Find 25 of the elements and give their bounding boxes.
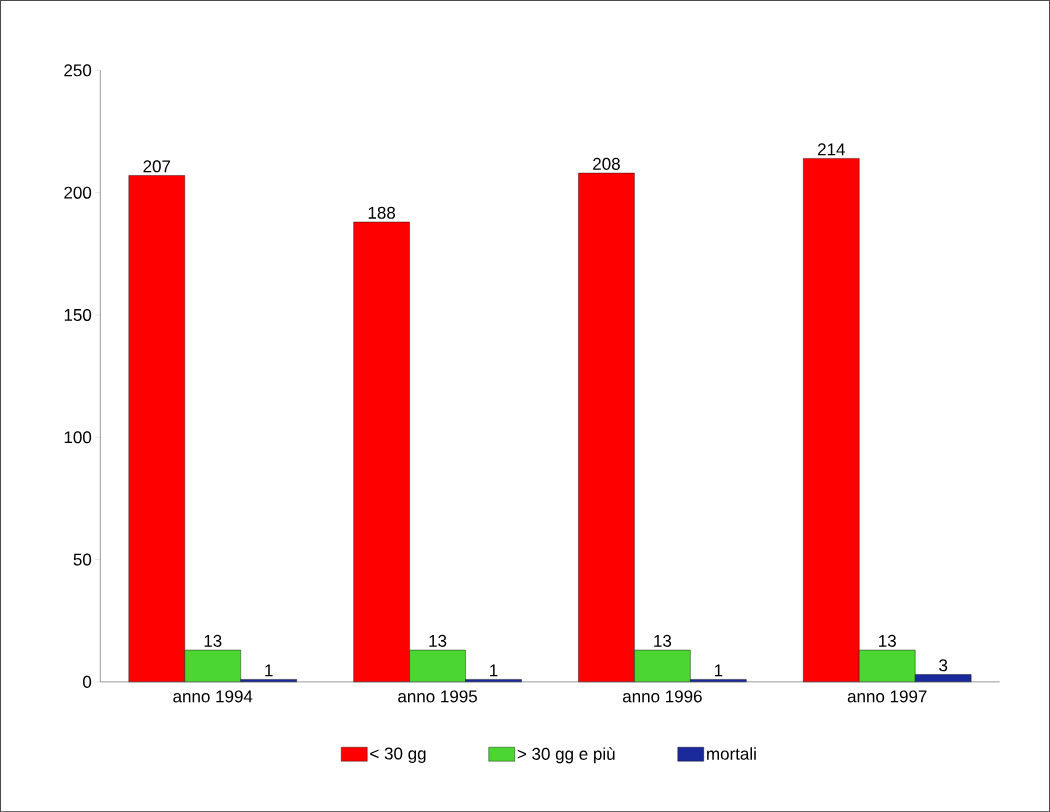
y-tick-label: 200 [64,186,92,199]
data-label: 1 [490,664,498,677]
legend-label: mortali [707,747,756,760]
x-tick-label: anno 1994 [173,690,253,703]
data-label: 13 [654,634,672,647]
legend-label: < 30 gg [370,747,426,763]
data-label: 1 [714,664,723,677]
y-tick-label: 0 [83,675,92,688]
data-label: 208 [593,157,620,170]
x-tick-label: anno 1995 [398,690,477,703]
legend-label: > 30 gg e più [517,747,615,764]
y-tick-label: 250 [64,64,92,77]
data-label: 207 [143,160,171,173]
y-tick-label: 100 [64,431,92,444]
data-label: 214 [817,143,845,156]
data-label: 13 [204,634,222,647]
data-label: 188 [368,206,396,219]
data-label: 13 [429,634,447,647]
y-tick-label: 50 [73,553,92,566]
x-tick-label: anno 1997 [847,690,927,703]
data-label: 3 [939,659,948,672]
y-tick-label: 150 [64,308,92,321]
data-label: 1 [265,664,273,677]
data-label: 13 [879,634,896,647]
x-tick-label: anno 1996 [622,690,702,703]
